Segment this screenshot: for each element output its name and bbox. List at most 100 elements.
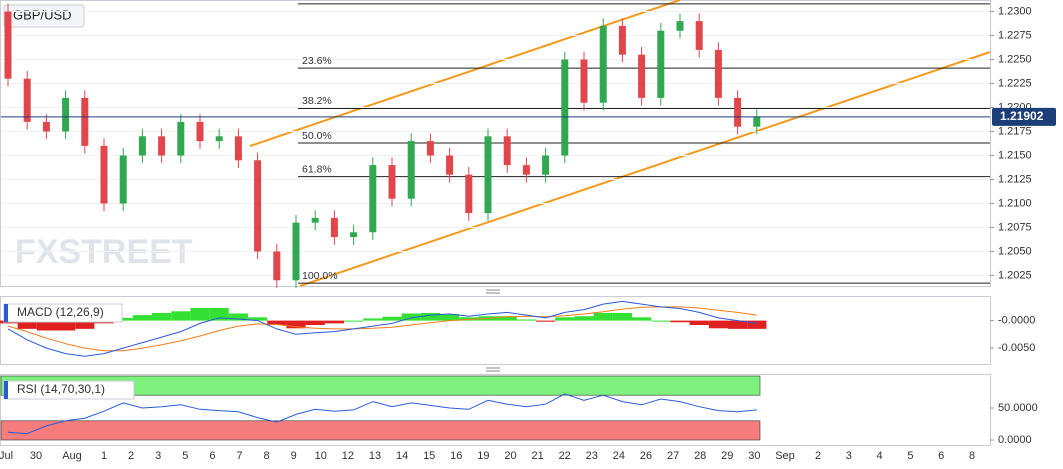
x-tick-label: 27	[667, 450, 679, 462]
histogram-bar	[632, 317, 652, 321]
histogram-bar	[267, 320, 287, 326]
x-tick-label: 4	[877, 450, 883, 462]
y-tick-label: 1.2075	[998, 221, 1032, 233]
oversold-band	[0, 420, 761, 441]
candle-body	[23, 78, 31, 122]
candle-body	[407, 141, 415, 199]
candle-body	[580, 59, 588, 103]
y-tick-label: 1.2175	[998, 125, 1032, 137]
fib-label: 38.2%	[302, 95, 332, 107]
x-tick-label: 6	[938, 450, 944, 462]
pane-handle[interactable]	[486, 289, 500, 294]
candle-body	[388, 165, 396, 199]
x-tick-label: 5	[182, 450, 188, 462]
histogram-bar	[209, 307, 229, 321]
macd-pane-frame	[0, 296, 991, 365]
candle-body	[503, 136, 511, 166]
candle-body	[714, 49, 722, 98]
y-tick-label: 1.2300	[998, 5, 1032, 17]
x-tick-label: 2	[128, 450, 134, 462]
y-tick-label: 1.2150	[998, 149, 1032, 161]
x-tick-label: 28	[694, 450, 706, 462]
histogram-bar	[190, 307, 210, 321]
main-pane-frame	[0, 0, 991, 287]
histogram-bar	[440, 314, 460, 321]
candle-body	[465, 174, 473, 214]
histogram-bar	[747, 320, 767, 329]
x-tick-label: 22	[559, 450, 571, 462]
y-tick-label: 1.2225	[998, 77, 1032, 89]
histogram-bar	[56, 320, 76, 331]
candle-body	[618, 25, 626, 55]
rsi-line	[7, 393, 757, 435]
x-tick-label: 2	[815, 450, 821, 462]
candle-body	[638, 54, 646, 98]
x-tick-label: 24	[613, 450, 625, 462]
histogram-bar	[593, 312, 613, 321]
x-tick-label: 1	[101, 450, 107, 462]
last-price-box	[992, 107, 1056, 126]
histogram-bar	[228, 313, 248, 321]
candle-body	[292, 222, 300, 281]
macd-line	[7, 300, 757, 357]
x-tick-label: 6	[209, 450, 215, 462]
histogram-bar	[555, 317, 575, 321]
chart-layer: 1.23001.22751.22501.22251.22001.21751.21…	[0, 0, 1056, 462]
candle-body	[254, 160, 262, 252]
y-tick-label: 1.2050	[998, 245, 1032, 257]
candle-body	[561, 59, 569, 156]
candle-body	[522, 165, 530, 175]
x-tick-label: 14	[396, 450, 408, 462]
candle-body	[484, 136, 492, 214]
y-tick-label: 1.2125	[998, 173, 1032, 185]
y-tick-label: 1.2100	[998, 197, 1032, 209]
histogram-bar	[459, 317, 479, 321]
candle-body	[42, 121, 50, 132]
channel-line	[299, 51, 991, 287]
histogram-bar	[689, 320, 709, 326]
candle-body	[234, 136, 242, 161]
indicator-color	[4, 381, 8, 399]
candle-body	[100, 145, 108, 204]
y-tick-label: 50.0000	[998, 402, 1038, 414]
symbol[interactable]: GBP/USD	[13, 7, 72, 22]
x-tick-label: 26	[640, 450, 652, 462]
histogram-bar	[248, 317, 268, 321]
candle-body	[753, 117, 761, 127]
x-tick-label: 30	[30, 450, 42, 462]
candle-body	[311, 217, 319, 223]
channel-line	[249, 0, 681, 147]
fib-label: 61.8%	[302, 163, 332, 175]
histogram-bar	[536, 320, 556, 322]
candle-body	[734, 97, 742, 127]
x-tick-label: 15	[423, 450, 435, 462]
candle-body	[62, 97, 70, 132]
histogram-bar	[75, 320, 95, 329]
x-tick-label: 10	[315, 450, 327, 462]
y-tick-label: 1.2025	[998, 269, 1032, 281]
x-tick-label: 19	[477, 450, 489, 462]
candle-body	[369, 165, 377, 233]
fib-label: 50.0%	[302, 130, 332, 142]
last-price-label: 1.21902	[1000, 109, 1044, 123]
candle-body	[350, 232, 358, 238]
x-tick-label: 3	[155, 450, 161, 462]
candle-body	[273, 251, 281, 281]
fib-label: 100.0%	[302, 270, 338, 282]
x-month-label: Jul	[0, 450, 13, 462]
x-tick-label: 12	[342, 450, 354, 462]
candle-body	[215, 136, 223, 142]
histogram-bar	[728, 320, 748, 329]
symbol-box[interactable]	[3, 4, 85, 28]
histogram-bar	[420, 312, 440, 321]
y-tick-label: -0.0000	[998, 315, 1035, 327]
candle-body	[119, 155, 127, 204]
candle-body	[177, 121, 185, 156]
histogram-bar	[516, 319, 536, 321]
candle-body	[426, 141, 434, 156]
pane-handle[interactable]	[486, 367, 500, 372]
candle-body	[446, 155, 454, 175]
histogram-bar	[17, 320, 37, 329]
x-tick-label: 5	[907, 450, 913, 462]
